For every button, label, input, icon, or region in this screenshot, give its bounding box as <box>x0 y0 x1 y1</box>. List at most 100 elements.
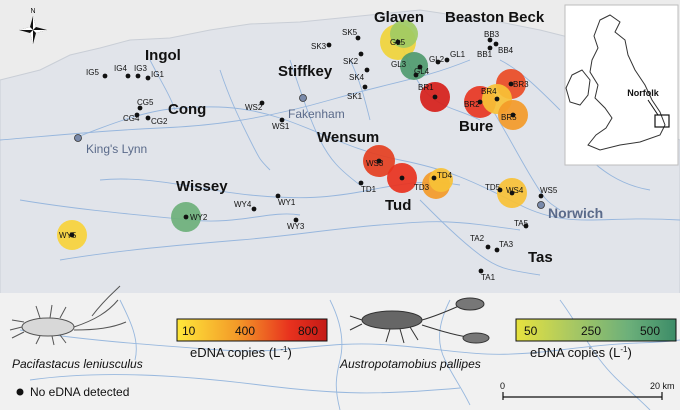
sampling-site-label: TD4 <box>437 171 453 180</box>
sampling-site-label: BR1 <box>418 83 434 92</box>
sampling-site-dot <box>376 158 382 164</box>
sampling-site-label: GL4 <box>414 67 430 76</box>
river-label-wensum: Wensum <box>317 129 379 146</box>
sampling-site-dot <box>183 214 189 220</box>
sampling-site-dot <box>145 75 151 81</box>
norfolk-box <box>654 114 670 128</box>
sampling-site-label: CG5 <box>137 98 154 107</box>
sampling-site-label: BB1 <box>477 50 493 59</box>
sampling-site-dot <box>477 99 483 105</box>
sampling-site-label: BR4 <box>481 87 497 96</box>
sampling-site-dot <box>417 64 423 70</box>
sampling-site-label: TA3 <box>499 240 514 249</box>
sampling-site-dot <box>485 244 491 250</box>
sampling-site-label: WS4 <box>506 186 524 195</box>
sampling-site-dot <box>510 112 516 118</box>
sampling-site-label: WS3 <box>366 159 384 168</box>
sampling-site-label: GL5 <box>390 38 406 47</box>
legend-white-clawed-crayfish: 50 250 500 eDNA copies (L-1) Austropotam… <box>339 297 677 371</box>
sampling-site-label: TD3 <box>414 183 430 192</box>
sampling-site-label: SK3 <box>311 42 327 51</box>
ireland-outline <box>565 69 591 106</box>
legend-ap-tick-250: 250 <box>581 324 601 338</box>
sampling-site-label: TA2 <box>470 234 485 243</box>
sampling-site-label: CG2 <box>151 117 168 126</box>
legend-pl-tick-400: 400 <box>235 324 255 338</box>
town-marker-kings-lynn <box>74 134 82 142</box>
sampling-site-dot <box>435 59 441 65</box>
sampling-site-dot <box>293 217 299 223</box>
river-label-wissey: Wissey <box>176 178 228 195</box>
sampling-site-dot <box>444 57 450 63</box>
river-label-cong: Cong <box>168 101 206 118</box>
sampling-site-label: GL1 <box>450 50 466 59</box>
no-detect-label: No eDNA detected <box>30 385 129 399</box>
sampling-site-dot <box>538 193 544 199</box>
sampling-site-label: TA5 <box>514 219 529 228</box>
sampling-site-label: IG1 <box>151 70 164 79</box>
sampling-site-dot <box>509 190 515 196</box>
sampling-site-label: BR3 <box>513 80 529 89</box>
town-label-norwich: Norwich <box>548 205 603 221</box>
sampling-site-label: BR5 <box>501 113 517 122</box>
legend-ap-colorbar <box>515 318 677 342</box>
sampling-site-dot <box>494 247 500 253</box>
sampling-site-label: BB3 <box>484 30 500 39</box>
sampling-site-label: BB4 <box>498 46 514 55</box>
sampling-site-label: GL2 <box>429 55 445 64</box>
north-arrow: N <box>19 8 47 44</box>
sampling-site-dot <box>364 67 370 73</box>
white-clawed-crayfish-illustration <box>349 297 490 344</box>
sampling-site-label: WS1 <box>272 122 290 131</box>
sampling-site-dot <box>487 37 493 43</box>
scale-start: 0 <box>500 381 505 391</box>
sampling-site-dot <box>259 100 265 106</box>
sampling-site-dot <box>487 45 493 51</box>
legend-pl-tick-10: 10 <box>182 324 196 338</box>
sampling-site-label: TD5 <box>485 183 501 192</box>
sampling-site-label: SK1 <box>347 92 363 101</box>
sampling-site-dot <box>69 232 75 238</box>
river-label-beaston-beck: Beaston Beck <box>445 9 545 26</box>
sampling-site-label: SK4 <box>349 73 365 82</box>
inset-norfolk-label: Norfolk <box>627 88 659 98</box>
sampling-site-dot <box>279 117 285 123</box>
legend-pl-tick-800: 800 <box>298 324 318 338</box>
legend-ap-tick-50: 50 <box>524 324 538 338</box>
legend-pl-colorbar <box>176 318 328 342</box>
sampling-site-dot <box>432 94 438 100</box>
scale-end: 20 km <box>650 381 675 391</box>
sampling-site-dot <box>145 115 151 121</box>
detection-circle <box>429 168 453 192</box>
sampling-site-label: TA1 <box>481 273 496 282</box>
sampling-site-dot <box>493 41 499 47</box>
sampling-site-label: CG4 <box>123 114 140 123</box>
sampling-site-dot <box>102 73 108 79</box>
site-layer: SK5 SK3 SK2 SK4 SK1 GL5 GL1 GL2 GL3 GL4 BB3 BB1 BB4 B… <box>59 28 558 282</box>
sampling-site-label: TD1 <box>361 185 377 194</box>
sampling-site-dot <box>362 84 368 90</box>
sampling-site-dot <box>494 96 500 102</box>
river-label-tud: Tud <box>385 197 411 214</box>
sampling-site-dot <box>478 268 484 274</box>
sampling-site-dot <box>358 180 364 186</box>
sampling-site-label: SK5 <box>342 28 358 37</box>
sampling-site-label: IG3 <box>134 64 147 73</box>
town-label-fakenham: Fakenham <box>288 107 345 121</box>
sampling-site-label: IG5 <box>86 68 99 77</box>
detection-circle <box>400 52 428 80</box>
sampling-site-label: BR2 <box>464 100 480 109</box>
legend-ap-tick-500: 500 <box>640 324 660 338</box>
sampling-site-dot <box>326 42 332 48</box>
sampling-site-label: WS5 <box>540 186 558 195</box>
river-label-stiffkey: Stiffkey <box>278 63 333 80</box>
town-label-kings-lynn: King's Lynn <box>86 142 147 156</box>
legend-ap-title: eDNA copies (L-1) <box>530 345 632 360</box>
river-label-glaven: Glaven <box>374 9 424 26</box>
sampling-site-dot <box>251 206 257 212</box>
sampling-site-dot <box>358 51 364 57</box>
sampling-site-label: WY5 <box>59 231 77 240</box>
sampling-site-label: SK2 <box>343 57 359 66</box>
river-label-bure: Bure <box>459 118 493 135</box>
